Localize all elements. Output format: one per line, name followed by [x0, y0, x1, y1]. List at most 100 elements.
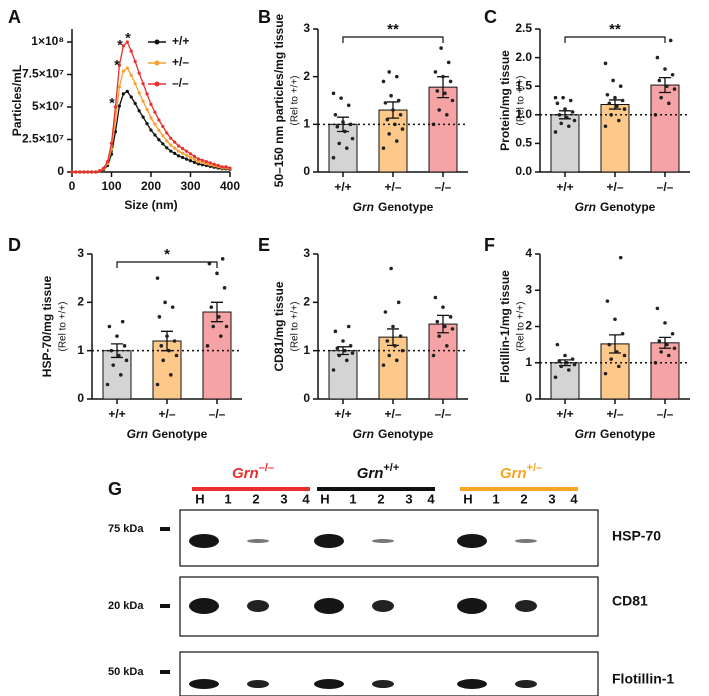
data-point [655, 306, 660, 311]
point [169, 143, 173, 147]
data-point [111, 363, 115, 367]
y-tick-label: 2.5 [515, 21, 532, 35]
data-point [663, 321, 667, 325]
data-point [385, 117, 390, 122]
data-point [553, 95, 558, 100]
point [90, 170, 94, 174]
data-point [165, 334, 169, 338]
lane-label: 3 [548, 491, 555, 506]
data-point [617, 118, 621, 123]
point [169, 136, 173, 140]
point [145, 122, 149, 126]
data-point [433, 70, 438, 74]
x-axis-label: Grn Genotype [353, 427, 434, 441]
data-point [396, 98, 401, 103]
point [145, 92, 149, 96]
point [173, 146, 177, 150]
x-tick-label: +/+ [556, 407, 573, 421]
y-tick-label: 0 [57, 164, 64, 178]
data-point [337, 353, 342, 358]
data-point [617, 364, 621, 369]
data-point [381, 363, 386, 367]
point [145, 108, 149, 112]
legend-label: –/– [172, 76, 189, 90]
data-point [396, 300, 401, 305]
data-point [561, 95, 565, 100]
band [515, 600, 537, 612]
y-axis-label: CD81/mg tissue [272, 281, 286, 371]
data-point [224, 324, 229, 329]
data-point [339, 96, 343, 100]
point [228, 166, 232, 170]
data-point [622, 107, 627, 111]
point [153, 110, 157, 114]
data-point [387, 70, 392, 74]
group-label: Grn+/+ [357, 462, 400, 482]
point [184, 157, 189, 161]
lane-label: 2 [520, 491, 527, 506]
legend-marker [154, 39, 160, 45]
data-point [448, 315, 453, 319]
data-point [435, 319, 440, 324]
point [82, 170, 86, 174]
data-point [445, 344, 449, 348]
data-point [670, 331, 675, 336]
point [208, 161, 212, 165]
band [314, 534, 344, 548]
bar [328, 123, 358, 173]
point [173, 140, 177, 144]
data-point [335, 346, 340, 351]
error-bar [211, 301, 223, 323]
point [220, 165, 224, 169]
point [169, 149, 173, 153]
panel-label: G [108, 479, 122, 499]
point [157, 128, 161, 132]
point [200, 158, 204, 162]
point [149, 116, 153, 120]
data-point [665, 84, 669, 88]
point [141, 82, 145, 86]
y-axis-label: Flotillin-1/mg tissue [498, 270, 512, 383]
point [177, 154, 181, 158]
data-point [441, 305, 445, 309]
data-point [343, 129, 347, 134]
data-point [120, 319, 125, 324]
x-tick-label: +/– [606, 180, 623, 194]
y-tick-label: 3 [303, 21, 310, 35]
panel-label: E [258, 235, 270, 255]
group-genotype: +/– [527, 462, 543, 474]
data-point [572, 362, 577, 367]
data-point [215, 271, 219, 276]
point [74, 170, 78, 174]
band [189, 598, 219, 614]
data-point [559, 364, 563, 369]
marker-label: 75 kDa [108, 523, 144, 535]
group-label: Grn+/– [500, 462, 542, 482]
data-point [398, 334, 403, 338]
x-axis-label-gene: Grn [575, 200, 596, 214]
x-axis-label-text: Genotype [600, 427, 656, 441]
data-point [557, 359, 562, 363]
group-genotype: +/+ [383, 462, 399, 474]
data-point [672, 346, 677, 351]
point [129, 95, 133, 99]
data-point [433, 295, 438, 300]
y-tick-label: 1.0 [515, 107, 532, 121]
x-axis-label-text: Genotype [152, 427, 208, 441]
y-axis-note: (Rel to +/+) [58, 301, 69, 351]
data-point [161, 358, 165, 363]
band [314, 598, 344, 614]
data-point [217, 315, 221, 319]
point [153, 133, 157, 137]
x-tick-label: –/– [657, 407, 674, 421]
point [133, 101, 137, 106]
error-bar [659, 336, 671, 349]
data-point [331, 155, 336, 160]
data-point [445, 113, 449, 117]
data-point [122, 344, 127, 348]
group-gene: Grn [500, 465, 527, 482]
lane-label: H [195, 491, 204, 506]
data-point [119, 373, 123, 377]
x-axis-label: Grn Genotype [353, 200, 434, 214]
